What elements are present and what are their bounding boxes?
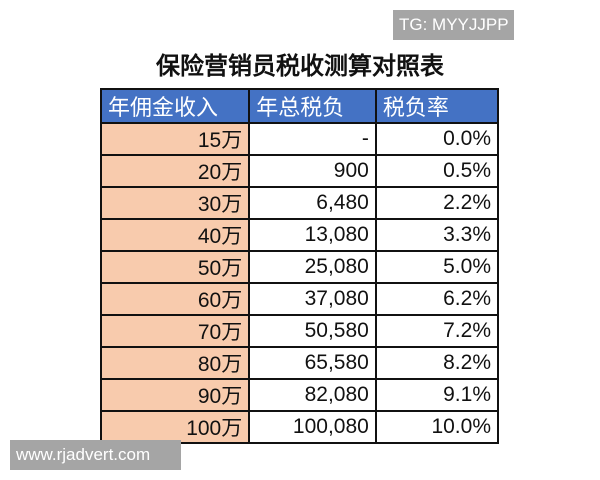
income-cell: 50万 bbox=[99, 250, 251, 284]
table-row: 20万 900 0.5% bbox=[99, 154, 500, 188]
tg-watermark: TG: MYYJJPP bbox=[393, 10, 514, 40]
tax-table: 年佣金收入 年总税负 税负率 15万 -0.0% 20万 900 0.5% 30万 6,… bbox=[99, 88, 500, 444]
income-cell: 40万 bbox=[99, 218, 251, 252]
tax-cell: 6,480 bbox=[248, 186, 377, 220]
tax-cell: 13,080 bbox=[248, 218, 377, 252]
rate-cell: 0.0% bbox=[374, 122, 500, 156]
table-row: 30万 6,480 2.2% bbox=[99, 186, 500, 220]
table-row: 50万 25,080 5.0% bbox=[99, 250, 500, 284]
rate-cell: 8.2% bbox=[374, 346, 500, 380]
rate-cell: 3.3% bbox=[374, 218, 500, 252]
tax-cell: 50,580 bbox=[248, 314, 377, 348]
rate-cell: 0.5% bbox=[374, 154, 500, 188]
site-watermark: www.rjadvert.com bbox=[10, 440, 181, 470]
income-cell: 60万 bbox=[99, 282, 251, 316]
rate-cell: 5.0% bbox=[374, 250, 500, 284]
rate-cell: 10.0% bbox=[374, 410, 500, 444]
tax-cell: 37,080 bbox=[248, 282, 377, 316]
income-cell: 20万 bbox=[99, 154, 251, 188]
rate-cell: 6.2% bbox=[374, 282, 500, 316]
rate-cell: 9.1% bbox=[374, 378, 500, 412]
header-tax-rate: 税负率 bbox=[374, 88, 500, 124]
rate-cell: 2.2% bbox=[374, 186, 500, 220]
header-total-tax: 年总税负 bbox=[248, 88, 377, 124]
table-row: 100万 100,080 10.0% bbox=[99, 410, 500, 444]
income-cell: 15万 bbox=[99, 122, 251, 156]
tax-cell: 900 bbox=[248, 154, 377, 188]
income-cell: 90万 bbox=[99, 378, 251, 412]
tax-cell: 82,080 bbox=[248, 378, 377, 412]
tax-cell: 100,080 bbox=[248, 410, 377, 444]
tax-cell: 65,580 bbox=[248, 346, 377, 380]
header-row: 年佣金收入 年总税负 税负率 bbox=[99, 88, 500, 124]
table-row: 70万 50,580 7.2% bbox=[99, 314, 500, 348]
table-row: 60万 37,080 6.2% bbox=[99, 282, 500, 316]
table-row: 90万 82,080 9.1% bbox=[99, 378, 500, 412]
table-row: 15万 -0.0% bbox=[99, 122, 500, 156]
rate-cell: 7.2% bbox=[374, 314, 500, 348]
income-cell: 80万 bbox=[99, 346, 251, 380]
tax-cell: - bbox=[248, 122, 377, 156]
page-title: 保险营销员税收测算对照表 bbox=[156, 52, 444, 80]
tax-cell: 25,080 bbox=[248, 250, 377, 284]
table-row: 80万 65,580 8.2% bbox=[99, 346, 500, 380]
income-cell: 100万 bbox=[99, 410, 251, 444]
income-cell: 70万 bbox=[99, 314, 251, 348]
table-row: 40万 13,080 3.3% bbox=[99, 218, 500, 252]
header-income: 年佣金收入 bbox=[99, 88, 251, 124]
income-cell: 30万 bbox=[99, 186, 251, 220]
